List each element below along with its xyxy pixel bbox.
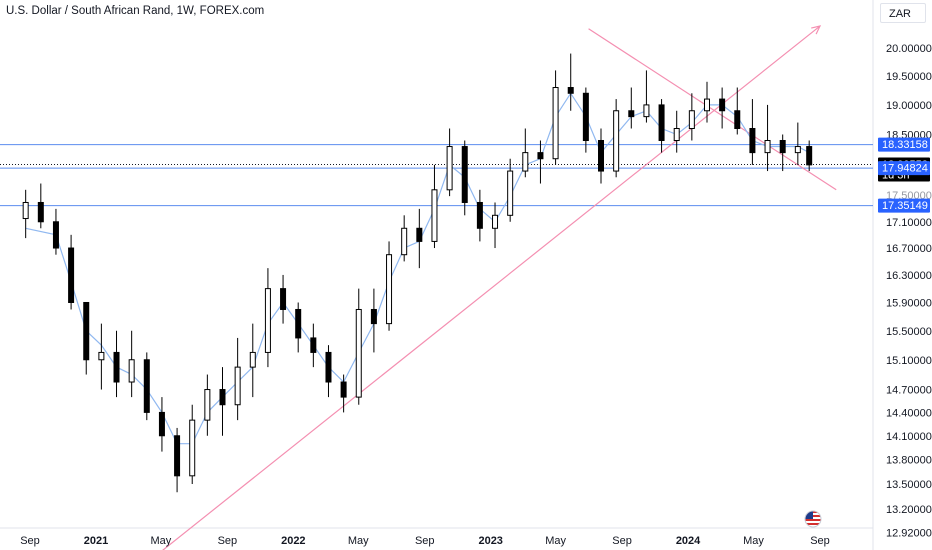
y-tick-label: 14.40000	[886, 407, 932, 419]
candle-body	[83, 301, 90, 361]
candle-body	[552, 87, 559, 160]
x-tick-label: Sep	[415, 535, 435, 547]
candle-body	[189, 419, 196, 477]
y-tick-label: 14.70000	[886, 385, 932, 397]
candle-body	[522, 152, 529, 172]
candle-body	[143, 359, 150, 413]
candle-body	[507, 170, 514, 216]
candle-body	[158, 411, 165, 437]
chart-title: U.S. Dollar / South African Rand, 1W, FO…	[6, 5, 265, 17]
x-tick-label: Sep	[612, 535, 632, 547]
candle-body	[567, 87, 574, 94]
x-tick-label: Sep	[810, 535, 830, 547]
us-flag-icon[interactable]	[804, 510, 822, 528]
candle-body	[386, 254, 393, 325]
candle-body	[719, 98, 726, 112]
candle-body	[598, 139, 605, 172]
y-tick-label: 19.00000	[886, 100, 932, 112]
candle-body	[461, 146, 468, 203]
candle-body	[476, 201, 483, 229]
candle-body	[749, 128, 756, 154]
price-marker-tag	[878, 161, 930, 176]
candle-body	[658, 104, 665, 141]
candle-body	[370, 308, 377, 325]
candle-body	[355, 308, 362, 398]
candle-body	[219, 389, 226, 406]
trendline-arrowhead	[811, 25, 822, 35]
candle-body	[643, 104, 650, 118]
candle-body	[582, 92, 589, 141]
candle-body	[537, 152, 544, 160]
candle-body	[174, 435, 181, 477]
y-tick-label: 15.50000	[886, 326, 932, 338]
x-tick-label: 2023	[478, 535, 502, 547]
y-tick-label: 13.50000	[886, 479, 932, 491]
candle-body	[128, 359, 135, 383]
currency-selector[interactable]: ZAR	[880, 3, 926, 23]
y-tick-label: 15.10000	[886, 355, 932, 367]
candle-body	[249, 351, 256, 368]
price-marker-tag	[878, 198, 930, 213]
candle-body	[492, 214, 499, 229]
y-tick-label: 12.92000	[886, 528, 932, 540]
x-tick-label: 2024	[676, 535, 701, 547]
price-marker-label: 18.33158	[882, 139, 928, 151]
candle-body	[446, 146, 453, 191]
candle-body	[794, 146, 801, 154]
y-tick-label: 15.90000	[886, 297, 932, 309]
candle-body	[806, 146, 813, 166]
candle-body	[113, 351, 120, 383]
candle-body	[310, 337, 317, 353]
candle-body	[98, 351, 105, 361]
candle-body	[37, 201, 44, 223]
candle-body	[22, 201, 29, 220]
y-tick-label: 17.10000	[886, 217, 932, 229]
candle-body	[779, 139, 786, 154]
candle-body	[764, 139, 771, 154]
x-tick-label: Sep	[218, 535, 238, 547]
x-tick-label: 2022	[281, 535, 305, 547]
candle-body	[431, 189, 438, 242]
candle-body	[673, 128, 680, 141]
trendline	[588, 28, 837, 191]
candle-body	[416, 227, 423, 242]
y-tick-label: 16.70000	[886, 243, 932, 255]
candle-body	[52, 221, 59, 249]
candle-body	[628, 110, 635, 118]
candle-body	[264, 288, 271, 353]
x-tick-label: May	[743, 535, 764, 547]
moving-average-line	[25, 92, 810, 445]
candle-body	[688, 110, 695, 130]
candle-body	[280, 288, 287, 310]
candle-body	[613, 110, 620, 172]
price-marker-label: 17.94824	[882, 163, 928, 175]
candle-body	[68, 247, 75, 303]
x-tick-label: 2021	[84, 535, 108, 547]
trendline	[162, 25, 821, 550]
candle-body	[340, 381, 347, 398]
candle-body	[734, 110, 741, 130]
y-tick-label: 20.00000	[886, 43, 932, 55]
price-marker-label: 17.35149	[882, 200, 928, 212]
x-tick-label: May	[545, 535, 566, 547]
y-tick-label: 13.80000	[886, 455, 932, 467]
candle-body	[401, 227, 408, 256]
y-tick-label: 13.20000	[886, 504, 932, 516]
candle-body	[295, 308, 302, 339]
candle-body	[325, 351, 332, 383]
candle-body	[234, 366, 241, 406]
x-tick-label: Sep	[20, 535, 40, 547]
y-tick-label: 14.10000	[886, 431, 932, 443]
candle-body	[703, 98, 710, 112]
x-tick-label: May	[150, 535, 171, 547]
y-tick-label: 19.50000	[886, 71, 932, 83]
price-marker-tag	[878, 137, 930, 152]
y-tick-label: 16.30000	[886, 270, 932, 282]
candle-body	[204, 389, 211, 421]
x-tick-label: May	[348, 535, 369, 547]
